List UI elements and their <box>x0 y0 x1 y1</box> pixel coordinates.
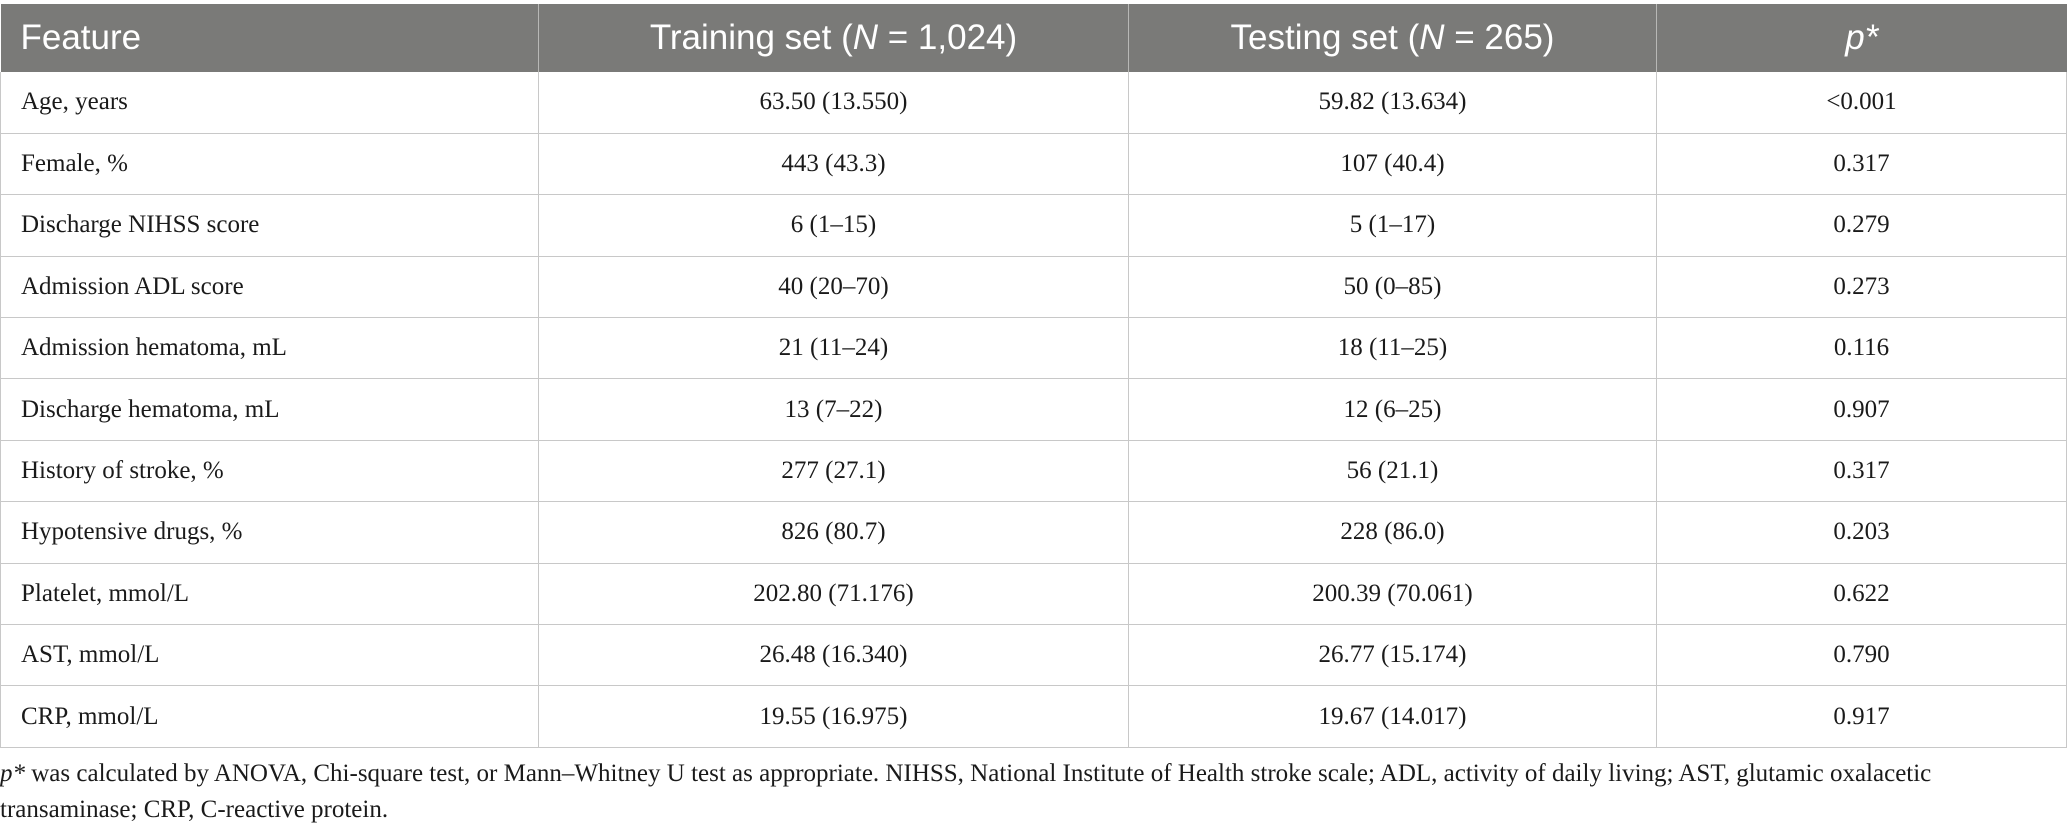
table-row: Admission ADL score 40 (20–70) 50 (0–85)… <box>0 256 2067 319</box>
cell-p-value: 0.622 <box>1656 563 2067 626</box>
table-row: Discharge NIHSS score 6 (1–15) 5 (1–17) … <box>0 194 2067 257</box>
cell-p-value: 0.203 <box>1656 501 2067 564</box>
header-training-set: Training set (N = 1,024) <box>538 4 1129 72</box>
table-row: History of stroke, % 277 (27.1) 56 (21.1… <box>0 440 2067 503</box>
cell-training: 6 (1–15) <box>538 194 1129 257</box>
header-testing-set: Testing set (N = 265) <box>1128 4 1657 72</box>
cell-testing: 5 (1–17) <box>1128 194 1657 257</box>
cell-feature: Hypotensive drugs, % <box>0 501 539 564</box>
table-row: Platelet, mmol/L 202.80 (71.176) 200.39 … <box>0 563 2067 626</box>
cell-feature: Age, years <box>0 72 539 134</box>
cell-training: 21 (11–24) <box>538 317 1129 380</box>
cell-feature: History of stroke, % <box>0 440 539 503</box>
cell-feature: CRP, mmol/L <box>0 685 539 748</box>
table-header: Feature Training set (N = 1,024) Testing… <box>0 4 2067 72</box>
cell-feature: Discharge hematoma, mL <box>0 378 539 441</box>
table-row: Age, years 63.50 (13.550) 59.82 (13.634)… <box>0 72 2067 134</box>
table-body: Age, years 63.50 (13.550) 59.82 (13.634)… <box>0 72 2067 748</box>
cell-training: 63.50 (13.550) <box>538 72 1129 134</box>
cell-p-value: 0.317 <box>1656 133 2067 196</box>
cell-p-value: 0.317 <box>1656 440 2067 503</box>
cell-testing: 26.77 (15.174) <box>1128 624 1657 687</box>
cell-training: 202.80 (71.176) <box>538 563 1129 626</box>
cell-p-value: 0.116 <box>1656 317 2067 380</box>
cell-feature: Admission ADL score <box>0 256 539 319</box>
cell-p-value: 0.279 <box>1656 194 2067 257</box>
data-table: Feature Training set (N = 1,024) Testing… <box>0 4 2067 748</box>
header-p-value: p* <box>1656 4 2067 72</box>
footnote-symbol: p* <box>0 760 25 787</box>
data-table-container: Feature Training set (N = 1,024) Testing… <box>0 4 2067 748</box>
table-row: Admission hematoma, mL 21 (11–24) 18 (11… <box>0 317 2067 380</box>
table-footnote: p* was calculated by ANOVA, Chi-square t… <box>0 756 2060 828</box>
cell-testing: 50 (0–85) <box>1128 256 1657 319</box>
cell-training: 13 (7–22) <box>538 378 1129 441</box>
cell-training: 40 (20–70) <box>538 256 1129 319</box>
cell-testing: 107 (40.4) <box>1128 133 1657 196</box>
table-row: CRP, mmol/L 19.55 (16.975) 19.67 (14.017… <box>0 685 2067 748</box>
cell-p-value: 0.273 <box>1656 256 2067 319</box>
table-row: Discharge hematoma, mL 13 (7–22) 12 (6–2… <box>0 378 2067 441</box>
cell-testing: 12 (6–25) <box>1128 378 1657 441</box>
cell-feature: Female, % <box>0 133 539 196</box>
cell-training: 26.48 (16.340) <box>538 624 1129 687</box>
cell-p-value: 0.907 <box>1656 378 2067 441</box>
header-row: Feature Training set (N = 1,024) Testing… <box>0 4 2067 72</box>
cell-testing: 200.39 (70.061) <box>1128 563 1657 626</box>
cell-p-value: <0.001 <box>1656 72 2067 134</box>
cell-training: 443 (43.3) <box>538 133 1129 196</box>
header-feature: Feature <box>20 18 142 57</box>
cell-training: 277 (27.1) <box>538 440 1129 503</box>
cell-feature: Platelet, mmol/L <box>0 563 539 626</box>
table-row: Female, % 443 (43.3) 107 (40.4) 0.317 <box>0 133 2067 196</box>
cell-feature: Discharge NIHSS score <box>0 194 539 257</box>
cell-feature: AST, mmol/L <box>0 624 539 687</box>
cell-p-value: 0.790 <box>1656 624 2067 687</box>
cell-testing: 18 (11–25) <box>1128 317 1657 380</box>
table-row: Hypotensive drugs, % 826 (80.7) 228 (86.… <box>0 501 2067 564</box>
cell-training: 19.55 (16.975) <box>538 685 1129 748</box>
table-row: AST, mmol/L 26.48 (16.340) 26.77 (15.174… <box>0 624 2067 687</box>
cell-training: 826 (80.7) <box>538 501 1129 564</box>
cell-p-value: 0.917 <box>1656 685 2067 748</box>
cell-testing: 59.82 (13.634) <box>1128 72 1657 134</box>
footnote-text: was calculated by ANOVA, Chi-square test… <box>0 760 1932 823</box>
cell-testing: 228 (86.0) <box>1128 501 1657 564</box>
cell-feature: Admission hematoma, mL <box>0 317 539 380</box>
cell-testing: 19.67 (14.017) <box>1128 685 1657 748</box>
cell-testing: 56 (21.1) <box>1128 440 1657 503</box>
